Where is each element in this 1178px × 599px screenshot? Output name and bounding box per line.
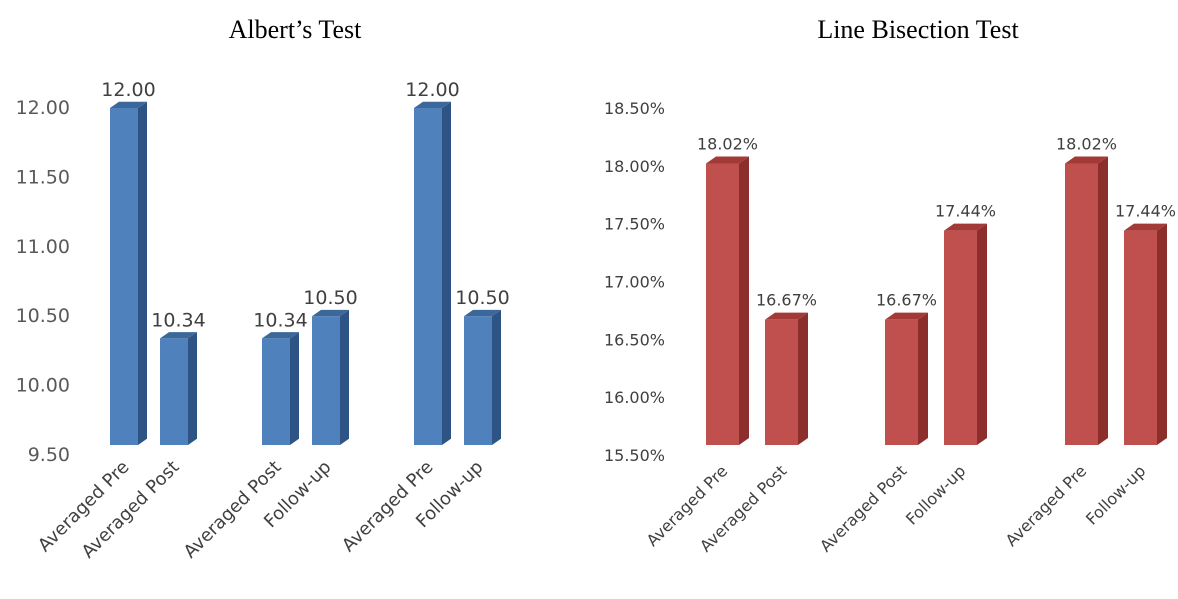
right-bar-top bbox=[885, 312, 928, 320]
left-bar-side bbox=[442, 101, 451, 445]
right-bar-front bbox=[706, 163, 739, 445]
right-bar-side bbox=[798, 312, 808, 445]
left-bar-front bbox=[160, 338, 188, 445]
right-y-tick-label: 16.50% bbox=[604, 330, 665, 349]
right-bar bbox=[1065, 156, 1108, 445]
left-bar bbox=[312, 309, 349, 445]
left-bar-top bbox=[262, 332, 299, 339]
right-bar-front bbox=[944, 230, 977, 445]
right-bar-front bbox=[885, 319, 918, 445]
left-data-label: 12.00 bbox=[101, 79, 155, 101]
right-y-tick-label: 18.50% bbox=[604, 99, 665, 118]
left-bar-front bbox=[262, 338, 290, 445]
right-bar bbox=[765, 312, 808, 445]
right-y-tick-label: 16.00% bbox=[604, 388, 665, 407]
left-bar-side bbox=[138, 101, 147, 445]
left-y-tick-label: 9.50 bbox=[28, 444, 70, 466]
right-bar-side bbox=[918, 312, 928, 445]
right-bar bbox=[885, 312, 928, 445]
right-bar-top bbox=[944, 223, 987, 231]
left-bar-top bbox=[110, 101, 147, 108]
right-data-label: 16.67% bbox=[756, 291, 817, 310]
left-data-label: 10.34 bbox=[253, 309, 307, 331]
right-bar-front bbox=[1065, 163, 1098, 445]
right-data-label: 17.44% bbox=[1115, 202, 1176, 221]
chart-left: 9.5010.0010.5011.0011.5012.0012.00Averag… bbox=[16, 79, 510, 563]
right-category-label: Averaged Post bbox=[816, 461, 910, 555]
left-bar-top bbox=[414, 101, 451, 108]
chart-title-right: Line Bisection Test bbox=[817, 15, 1019, 44]
left-bar-top bbox=[312, 309, 349, 317]
left-y-tick-label: 11.50 bbox=[16, 166, 70, 188]
left-y-tick-label: 10.50 bbox=[16, 305, 70, 327]
right-y-tick-label: 18.00% bbox=[604, 157, 665, 176]
right-bar-top bbox=[1065, 156, 1108, 164]
left-bar-front bbox=[312, 316, 340, 445]
right-bar-front bbox=[765, 319, 798, 445]
left-bar-front bbox=[464, 316, 492, 445]
right-y-tick-label: 17.50% bbox=[604, 215, 665, 234]
right-data-label: 18.02% bbox=[1056, 135, 1117, 154]
left-bar bbox=[160, 332, 197, 445]
right-bar-front bbox=[1124, 230, 1157, 445]
left-bar-side bbox=[340, 309, 349, 445]
right-bar-top bbox=[706, 156, 749, 164]
right-bar-side bbox=[1098, 156, 1108, 445]
right-data-label: 16.67% bbox=[876, 291, 937, 310]
left-y-tick-label: 11.00 bbox=[16, 236, 70, 258]
right-bar bbox=[944, 223, 987, 445]
left-bar bbox=[262, 332, 299, 445]
right-bar-side bbox=[739, 156, 749, 445]
left-bar-front bbox=[110, 108, 138, 445]
right-y-tick-label: 17.00% bbox=[604, 273, 665, 292]
left-data-label: 10.50 bbox=[303, 287, 357, 309]
left-bar-side bbox=[290, 332, 299, 445]
left-data-label: 10.50 bbox=[455, 287, 509, 309]
right-bar-side bbox=[1157, 223, 1167, 445]
left-y-tick-label: 12.00 bbox=[16, 97, 70, 119]
left-bar bbox=[110, 101, 147, 445]
right-category-label: Averaged Pre bbox=[1002, 461, 1091, 550]
left-data-label: 10.34 bbox=[151, 309, 205, 331]
right-bar bbox=[706, 156, 749, 445]
left-bar bbox=[464, 309, 501, 445]
right-category-label: Follow-up bbox=[1082, 461, 1149, 528]
left-bar-side bbox=[188, 332, 197, 445]
right-bar bbox=[1124, 223, 1167, 445]
right-data-label: 17.44% bbox=[935, 202, 996, 221]
left-bar-top bbox=[464, 309, 501, 317]
left-bar bbox=[414, 101, 451, 445]
chart-title-left: Albert’s Test bbox=[229, 15, 363, 44]
left-bar-side bbox=[492, 309, 501, 445]
right-bar-top bbox=[1124, 223, 1167, 231]
chart-right: 15.50% 16.00% 16.50% 17.00% 17.50% 18.00% 18.5… bbox=[604, 99, 1176, 556]
left-bar-top bbox=[160, 332, 197, 339]
right-bar-top bbox=[765, 312, 808, 320]
right-y-tick-label: 15.50% bbox=[604, 446, 665, 465]
left-data-label: 12.00 bbox=[405, 79, 459, 101]
right-bar-side bbox=[977, 223, 987, 445]
right-category-label: Follow-up bbox=[902, 461, 969, 528]
right-data-label: 18.02% bbox=[697, 135, 758, 154]
left-bar-front bbox=[414, 108, 442, 445]
left-y-tick-label: 10.00 bbox=[16, 375, 70, 397]
